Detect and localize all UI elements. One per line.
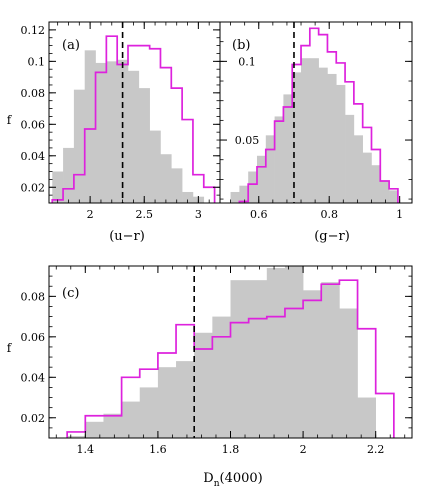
step-line-b — [238, 27, 399, 203]
bar-a-3 — [84, 50, 96, 203]
bar-a-10 — [160, 154, 172, 203]
bar-a-0 — [52, 171, 64, 203]
plot-layer-a: 2 2.5 3 0.02 0.04 0.06 0.08 0.1 0.12 — [21, 21, 221, 221]
bar-b-17 — [380, 180, 390, 203]
xtick-label-c-1: 1.6 — [149, 443, 167, 456]
data-area-a — [51, 22, 216, 203]
ylabel-a: f — [7, 113, 13, 127]
bar-b-6 — [283, 94, 293, 203]
bar-a-7 — [128, 70, 140, 203]
bar-b-8 — [301, 58, 311, 203]
xtick-label-b-2: 1 — [396, 208, 403, 221]
bar-a-1 — [63, 147, 75, 203]
ytick-label-a-2: 0.06 — [21, 118, 46, 131]
bar-c-4 — [139, 387, 159, 438]
xtick-label-c-4: 2.2 — [367, 443, 385, 456]
plot-layer-b: 0.6 0.8 1 0.05 0.1 — [219, 21, 413, 221]
ytick-label-c-0: 0.02 — [21, 412, 46, 425]
bar-b-15 — [362, 152, 372, 203]
bar-c-8 — [212, 316, 231, 438]
bar-a-9 — [149, 130, 161, 203]
bar-c-1 — [85, 421, 104, 438]
bar-b-9 — [309, 58, 319, 203]
bar-b-11 — [327, 73, 337, 203]
bar-a-4 — [95, 62, 107, 203]
bar-c-11 — [266, 268, 286, 438]
data-area-c — [66, 266, 395, 438]
xlabel-b: (g−r) — [314, 229, 350, 244]
ytick-label-a-3: 0.08 — [21, 87, 46, 100]
bar-b-5 — [274, 116, 284, 203]
xtick-label-a-2: 3 — [195, 208, 202, 221]
step-line-a — [51, 35, 216, 203]
xlabel-c-main: D — [203, 471, 213, 486]
panel-label-b: (b) — [232, 38, 250, 53]
bar-c-13 — [303, 290, 322, 438]
ytick-label-b-1: 0.1 — [238, 55, 256, 68]
bar-c-2 — [103, 413, 122, 438]
ytick-label-c-3: 0.08 — [21, 290, 46, 303]
xlabel-c-sub: n — [214, 479, 220, 489]
bar-b-7 — [292, 72, 302, 203]
xtick-label-b-1: 0.8 — [320, 208, 338, 221]
ytick-label-a-5: 0.12 — [21, 24, 46, 37]
xtick-label-b-0: 0.6 — [250, 208, 268, 221]
ytick-label-c-2: 0.06 — [21, 331, 46, 344]
bar-a-2 — [73, 89, 86, 203]
bar-b-12 — [336, 84, 346, 203]
bar-b-18 — [389, 190, 399, 203]
xlabel-c-rest: (4000) — [220, 471, 263, 486]
ylabel-c: f — [7, 341, 13, 355]
bar-b-16 — [371, 165, 381, 203]
bar-c-7 — [194, 332, 213, 438]
xtick-label-c-0: 1.4 — [77, 443, 95, 456]
panel-c-histogram-dn4000: 1.4 1.6 1.8 2 2.2 0.02 0.04 0.06 0.08 (c) Dn(400… — [7, 265, 413, 489]
bar-b-10 — [318, 67, 328, 203]
xtick-label-a-0: 2 — [87, 208, 94, 221]
xtick-label-c-2: 1.8 — [222, 443, 240, 456]
bar-c-15 — [339, 308, 358, 438]
ytick-label-b-0: 0.05 — [235, 134, 260, 147]
ytick-label-a-0: 0.02 — [21, 181, 46, 194]
panel-label-a: (a) — [62, 38, 80, 53]
bar-c-16 — [357, 397, 376, 438]
xlabel-a: (u−r) — [109, 229, 145, 244]
bar-c-0 — [67, 435, 86, 438]
bar-b-4 — [265, 135, 275, 203]
panel-a-histogram-u-r: 2 2.5 3 0.02 0.04 0.06 0.08 0.1 0.12 (a) (u−r) f — [7, 21, 221, 244]
bar-a-6 — [117, 59, 129, 203]
step-line-c — [66, 279, 395, 438]
bar-c-10 — [248, 280, 268, 438]
data-area-b — [230, 22, 399, 203]
bar-c-12 — [284, 266, 304, 438]
bar-a-8 — [138, 88, 150, 203]
ytick-label-a-4: 0.1 — [28, 55, 46, 68]
panel-b-histogram-g-r: 0.6 0.8 1 0.05 0.1 (b) (g−r) — [219, 21, 413, 244]
bar-b-1 — [239, 185, 249, 203]
axes-frame-b — [219, 21, 413, 204]
bar-c-5 — [157, 367, 177, 438]
panel-label-c: (c) — [62, 286, 79, 301]
bar-a-5 — [106, 61, 118, 203]
ytick-label-c-1: 0.04 — [21, 371, 46, 384]
xtick-label-a-1: 2.5 — [135, 208, 153, 221]
plot-layer-c: 1.4 1.6 1.8 2 2.2 0.02 0.04 0.06 0.08 — [21, 265, 413, 456]
bar-c-3 — [121, 401, 141, 438]
bar-b-0 — [230, 191, 240, 203]
ytick-label-a-1: 0.04 — [21, 150, 46, 163]
bar-c-14 — [321, 282, 340, 438]
bar-b-3 — [256, 155, 267, 203]
bar-a-11 — [171, 168, 183, 203]
bar-b-13 — [345, 114, 355, 203]
bar-b-14 — [353, 135, 363, 203]
bar-b-2 — [248, 171, 258, 203]
bar-c-6 — [176, 361, 195, 438]
xtick-label-c-3: 2 — [300, 443, 307, 456]
bar-c-9 — [230, 280, 249, 438]
xlabel-c: Dn(4000) — [203, 471, 262, 489]
bar-a-12 — [182, 191, 194, 203]
